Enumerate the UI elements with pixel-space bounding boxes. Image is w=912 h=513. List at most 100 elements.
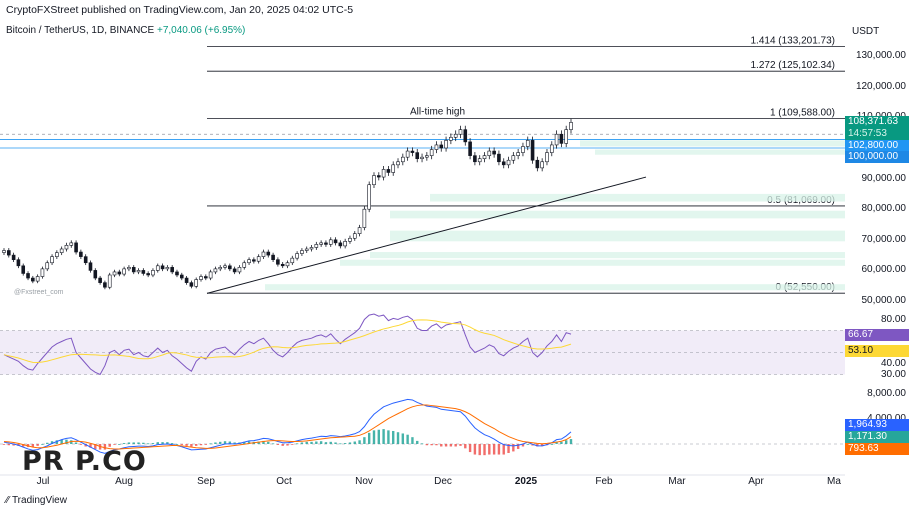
candle-body — [64, 245, 69, 250]
macd-line-badge: 1,964.93 — [845, 419, 909, 431]
candle — [521, 142, 525, 157]
candle — [319, 240, 323, 247]
macd-histogram-bar — [36, 444, 39, 446]
macd-histogram-bar — [536, 444, 539, 447]
publisher-text: CryptoFXStreet published on TradingView.… — [6, 4, 354, 16]
candle — [352, 231, 357, 241]
candle-body — [477, 158, 482, 163]
candle-body — [45, 262, 50, 270]
candle — [453, 130, 458, 142]
candle-body — [122, 268, 126, 275]
candle-body — [487, 150, 492, 156]
candle-body — [21, 265, 26, 274]
candle-body — [184, 277, 189, 283]
candle-body — [348, 237, 352, 242]
candle-body — [199, 276, 203, 280]
macd-histogram-bar — [300, 442, 304, 444]
time-tick-label: Sep — [197, 476, 215, 487]
candle — [511, 152, 516, 164]
fib-level-label: 1 (109,588.00) — [770, 108, 835, 119]
macd-histogram-bar — [516, 444, 520, 449]
macd-histogram-bar — [113, 444, 116, 445]
candle-body — [492, 150, 496, 155]
macd-histogram-bar — [31, 444, 35, 448]
candle-body — [357, 227, 362, 234]
candle-body — [83, 256, 88, 264]
candle-body — [376, 175, 381, 178]
candle — [131, 265, 136, 275]
macd-histogram-bar — [89, 444, 92, 448]
candle — [362, 206, 367, 231]
macd-histogram-bar — [132, 442, 135, 444]
macd-histogram-bar — [478, 444, 481, 456]
candle-body — [554, 133, 559, 146]
demand-zone — [390, 210, 845, 219]
macd-histogram-bar — [367, 432, 371, 444]
macd-histogram-bar — [190, 444, 193, 447]
candle-body — [352, 233, 357, 239]
demand-zone — [390, 230, 845, 242]
candle-body — [343, 241, 347, 247]
rsi-tick-label: 80.00 — [880, 313, 906, 325]
candle-body — [482, 155, 487, 160]
candle-body — [285, 262, 290, 267]
candle-body — [69, 242, 74, 246]
candle-body — [7, 250, 11, 256]
candle — [242, 260, 247, 270]
macd-histogram-bar — [84, 444, 87, 447]
candle-body — [367, 184, 371, 210]
candle — [93, 268, 98, 281]
candle-body — [304, 248, 309, 251]
candle-body — [525, 140, 530, 147]
candle — [549, 141, 554, 157]
candle-body — [319, 242, 323, 245]
time-tick-label: Jul — [36, 476, 50, 487]
trendline — [206, 176, 647, 294]
candle — [199, 274, 203, 282]
candle — [501, 158, 506, 169]
candle — [569, 118, 573, 134]
macd-histogram-bar — [353, 441, 356, 444]
candle — [376, 172, 381, 181]
candle — [155, 263, 160, 273]
macd-histogram-bar — [420, 443, 424, 445]
candle-body — [511, 155, 516, 161]
candle-body — [271, 254, 275, 260]
macd-histogram-bar — [550, 444, 553, 445]
all-time-high-label: All-time high — [410, 107, 465, 118]
macd-histogram-bar — [315, 441, 318, 444]
candle-body — [569, 122, 573, 130]
macd-histogram-bar — [223, 441, 227, 444]
candle — [396, 158, 400, 169]
macd-histogram-bar — [204, 444, 208, 445]
candle-body — [31, 277, 35, 282]
candle-body — [458, 129, 463, 135]
macd-histogram-bar — [127, 442, 131, 444]
candle-body — [155, 265, 160, 271]
rsi-ma-badge: 53.10 — [845, 345, 909, 357]
candle — [170, 265, 174, 275]
macd-histogram-bar — [142, 442, 145, 444]
candle — [64, 242, 69, 252]
candle — [391, 161, 396, 176]
candle — [26, 271, 30, 281]
macd-histogram-bar — [214, 442, 217, 444]
candle-body — [59, 248, 64, 253]
candle — [232, 266, 237, 275]
macd-histogram-bar — [377, 429, 380, 444]
candle — [540, 158, 544, 172]
candle — [314, 241, 319, 250]
macd-histogram-bar — [137, 442, 140, 444]
macd-histogram-bar — [219, 441, 222, 444]
rsi-panel — [0, 313, 845, 376]
candle — [256, 254, 261, 264]
macd-histogram-bar — [512, 444, 515, 452]
candle — [179, 272, 184, 281]
macd-panel — [0, 398, 845, 456]
time-tick-label: Nov — [355, 476, 373, 487]
candle-body — [74, 242, 78, 253]
candle — [372, 172, 376, 188]
rsi-tick-label: 30.00 — [880, 368, 906, 380]
candle — [405, 147, 410, 161]
